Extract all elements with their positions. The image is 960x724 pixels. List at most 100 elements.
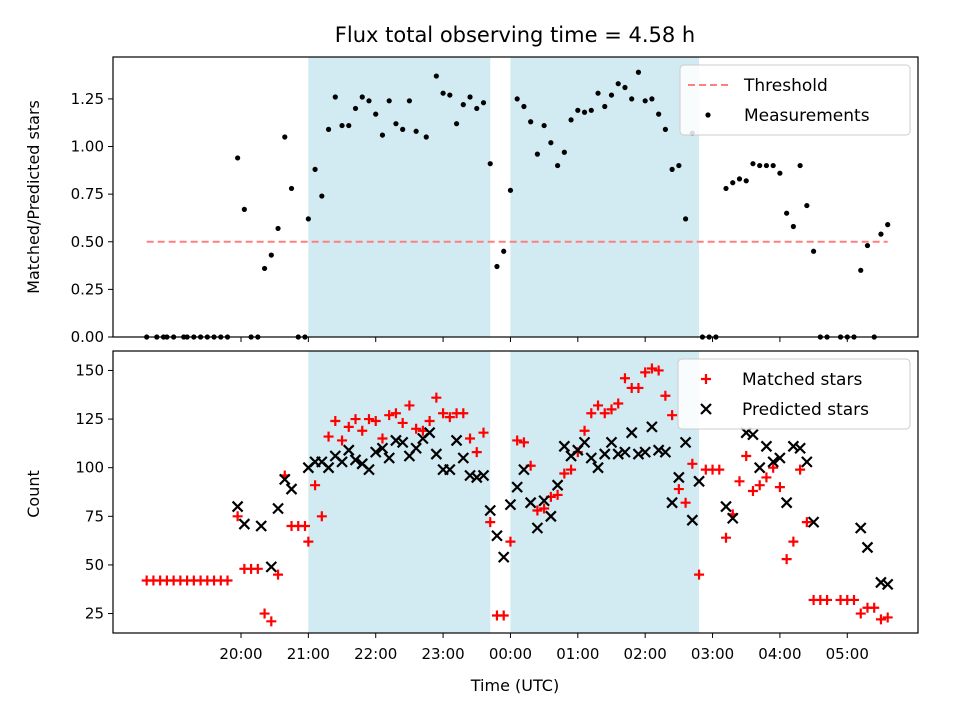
legend: Matched stars Predicted stars: [677, 358, 911, 430]
data-point: [545, 510, 557, 523]
legend-box: [677, 358, 911, 430]
data-point: [693, 475, 705, 488]
data-point: [447, 92, 453, 98]
data-point: [885, 222, 891, 228]
data-point: [349, 454, 362, 466]
data-point: [339, 122, 345, 129]
data-point: [379, 132, 386, 138]
observing-span-2: [510, 57, 700, 337]
x-tick-label: 05:00: [826, 645, 869, 663]
data-point: [363, 463, 375, 476]
data-point: [593, 400, 604, 411]
data-point: [599, 408, 610, 419]
data-point: [595, 90, 601, 96]
data-point: [518, 463, 530, 476]
data-point: [322, 461, 335, 474]
data-point: [784, 210, 790, 216]
data-point: [723, 185, 729, 192]
data-point: [507, 187, 514, 193]
data-point: [337, 435, 348, 446]
x-axis-label: Time (UTC): [470, 676, 559, 695]
data-point: [539, 503, 550, 514]
data-point: [266, 616, 277, 627]
data-point: [480, 100, 487, 106]
data-point: [659, 446, 672, 458]
data-point: [598, 448, 611, 460]
y-tick-label: 125: [75, 410, 104, 428]
data-point: [602, 103, 608, 110]
data-point: [676, 162, 682, 169]
data-point: [734, 476, 745, 487]
data-point: [370, 416, 381, 427]
data-point: [736, 176, 743, 182]
observing-span-1: [308, 351, 491, 633]
data-point: [747, 486, 758, 497]
data-point: [788, 536, 799, 547]
data-point: [878, 231, 884, 237]
data-point: [714, 464, 725, 475]
data-point: [423, 134, 429, 140]
x-tick-label: 00:00: [489, 645, 532, 663]
data-point: [720, 500, 732, 513]
data-point: [288, 185, 295, 192]
data-point: [579, 425, 590, 436]
y-tick-label: 1.00: [71, 138, 104, 156]
data-point: [467, 94, 473, 100]
data-point: [444, 412, 455, 423]
data-point: [774, 482, 785, 493]
data-point: [673, 484, 684, 495]
data-point: [433, 73, 439, 79]
data-point: [343, 421, 354, 432]
data-point: [497, 551, 510, 563]
data-point: [875, 576, 887, 589]
legend: Threshold Measurements: [679, 64, 911, 136]
data-point: [235, 155, 241, 161]
data-point: [252, 563, 263, 574]
data-point: [377, 433, 388, 444]
data-point: [849, 594, 860, 605]
y-tick-label: 100: [75, 459, 104, 477]
data-point: [642, 98, 648, 104]
data-point: [619, 373, 630, 384]
data-point: [790, 223, 796, 230]
plot-layer: 0.00 0.25 0.50 0.75 1.00 1.25 Threshold Measure…: [71, 56, 919, 663]
data-point: [768, 462, 779, 473]
x-tick-label: 22:00: [354, 645, 397, 663]
legend-swatch: [705, 112, 711, 118]
data-point: [369, 446, 382, 458]
data-point: [612, 448, 625, 460]
data-point: [410, 442, 422, 455]
data-point: [615, 81, 621, 87]
data-point: [390, 408, 401, 419]
data-point: [694, 569, 705, 580]
legend-label: Matched stars: [742, 370, 862, 390]
data-point: [592, 461, 604, 474]
data-point: [477, 469, 490, 482]
series-predicted-stars: [231, 421, 894, 591]
data-point: [608, 92, 615, 98]
data-point: [568, 117, 574, 123]
data-point: [319, 193, 325, 199]
data-point: [231, 500, 244, 513]
data-point: [613, 398, 624, 409]
data-point: [438, 408, 449, 419]
data-point: [460, 102, 466, 108]
data-point: [767, 456, 779, 468]
data-point: [498, 610, 509, 621]
data-point: [875, 614, 886, 625]
legend-label: Measurements: [744, 106, 870, 126]
data-point: [359, 94, 365, 100]
data-point: [881, 578, 894, 591]
data-point: [781, 554, 792, 565]
data-point: [855, 608, 866, 619]
data-point: [858, 267, 864, 273]
data-point: [622, 84, 628, 91]
data-point: [869, 602, 880, 613]
data-point: [325, 126, 332, 132]
data-point: [501, 248, 507, 254]
x-tick-label: 02:00: [624, 645, 667, 663]
data-point: [457, 452, 470, 464]
data-point: [635, 69, 642, 75]
